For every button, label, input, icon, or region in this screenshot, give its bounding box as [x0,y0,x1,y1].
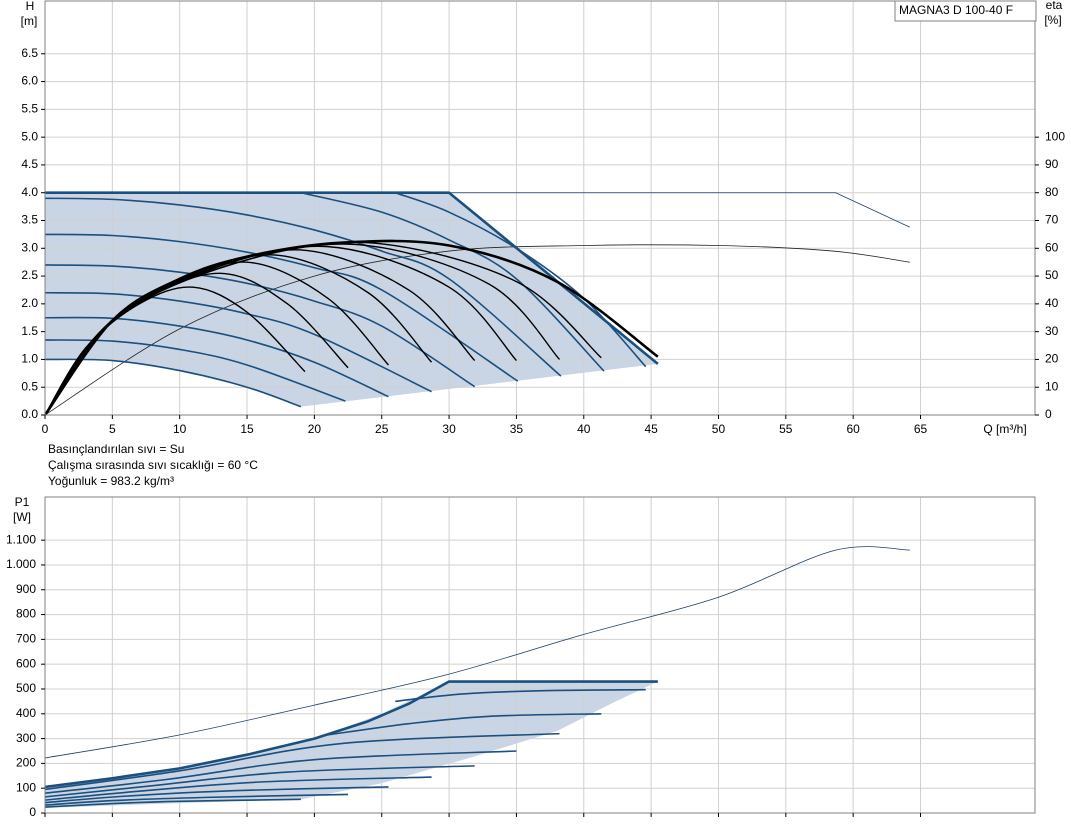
x-tick-label: 60 [846,422,860,436]
curve [45,239,659,415]
x-tick-label: 5 [109,422,116,436]
plot-frame [44,0,1036,416]
curve [45,291,432,393]
curve [45,680,658,789]
y-tick-label: 0 [29,805,36,819]
y-tick-label: 400 [16,706,36,720]
y2-tick-label: 40 [1045,296,1059,310]
x-tick-label: 20 [308,422,322,436]
plot-area [45,497,1035,813]
curve [45,358,302,408]
x-tick-label: 35 [510,422,524,436]
y-tick-label: 800 [16,607,36,621]
y2-tick-label: 50 [1045,268,1059,282]
y-tick-label: 2.0 [21,296,38,310]
y-tick-label: 1.100 [6,532,36,546]
y2-axis-label: eta [1046,0,1063,12]
curve [45,786,389,804]
curve [45,798,301,808]
y-tick-label: 0.5 [21,379,38,393]
annotation: Basınçlandırılan sıvı = Su [48,442,184,456]
y-tick-label: 0.0 [21,407,38,421]
y-tick-label: 1.0 [21,352,38,366]
x-tick-label: 10 [173,422,187,436]
y2-tick-label: 20 [1045,352,1059,366]
curve [45,191,659,365]
y2-tick-label: 60 [1045,240,1059,254]
y-tick-label: 4.5 [21,157,38,171]
y-tick-label: 5.0 [21,129,38,143]
y-tick-label: 1.000 [6,557,36,571]
y-axis-unit: [m] [21,14,38,28]
y2-tick-label: 30 [1045,324,1059,338]
curve [45,546,910,759]
y2-tick-label: 0 [1045,407,1052,421]
curve [45,197,562,377]
y-axis-label: H [26,0,35,13]
y-tick-label: 2.5 [21,268,38,282]
curve [45,732,560,791]
curve [45,244,910,415]
curve [45,776,432,801]
curve [45,316,389,398]
y2-axis-unit: [%] [1044,13,1061,27]
y-axis-unit: [W] [13,510,31,524]
x-tick-label: 25 [375,422,389,436]
x-axis-label: Q [m³/h] [983,422,1026,436]
x-tick-label: 65 [914,422,928,436]
y-tick-label: 900 [16,582,36,596]
curve [45,750,517,794]
curve [45,233,519,382]
curve [300,191,605,372]
curve [327,712,602,736]
curve [395,688,646,703]
y-tick-label: 3.5 [21,213,38,227]
y-tick-label: 3.0 [21,240,38,254]
title-box [894,0,1037,22]
y-tick-label: 200 [16,756,36,770]
x-tick-label: 15 [240,422,254,436]
x-tick-label: 0 [42,422,49,436]
y2-tick-label: 80 [1045,185,1059,199]
y-tick-label: 600 [16,656,36,670]
curve [45,264,476,388]
y2-tick-label: 100 [1045,129,1065,143]
x-tick-label: 40 [577,422,591,436]
chart-title: MAGNA3 D 100-40 F [899,3,1013,17]
plot-area [45,1,1035,415]
y-tick-label: 6.5 [21,46,38,60]
y-tick-label: 500 [16,681,36,695]
y-tick-label: 5.5 [21,102,38,116]
x-tick-label: 55 [779,422,793,436]
x-tick-label: 50 [712,422,726,436]
y-tick-label: 700 [16,632,36,646]
annotation: Yoğunluk = 983.2 kg/m³ [48,474,174,488]
y-axis-label: P1 [15,495,30,509]
y-tick-label: 4.0 [21,185,38,199]
operating-area [45,681,658,809]
x-tick-label: 45 [644,422,658,436]
annotation: Çalışma sırasında sıvı sıcaklığı = 60 °C [48,458,258,472]
y-tick-label: 1.5 [21,324,38,338]
curve [45,765,475,798]
x-tick-label: 30 [442,422,456,436]
y-tick-label: 300 [16,731,36,745]
y-tick-label: 100 [16,780,36,794]
curve [45,793,349,806]
y2-tick-label: 70 [1045,213,1059,227]
y2-tick-label: 10 [1045,379,1059,393]
y2-tick-label: 90 [1045,157,1059,171]
y-tick-label: 6.0 [21,74,38,88]
plot-frame [44,496,1036,814]
